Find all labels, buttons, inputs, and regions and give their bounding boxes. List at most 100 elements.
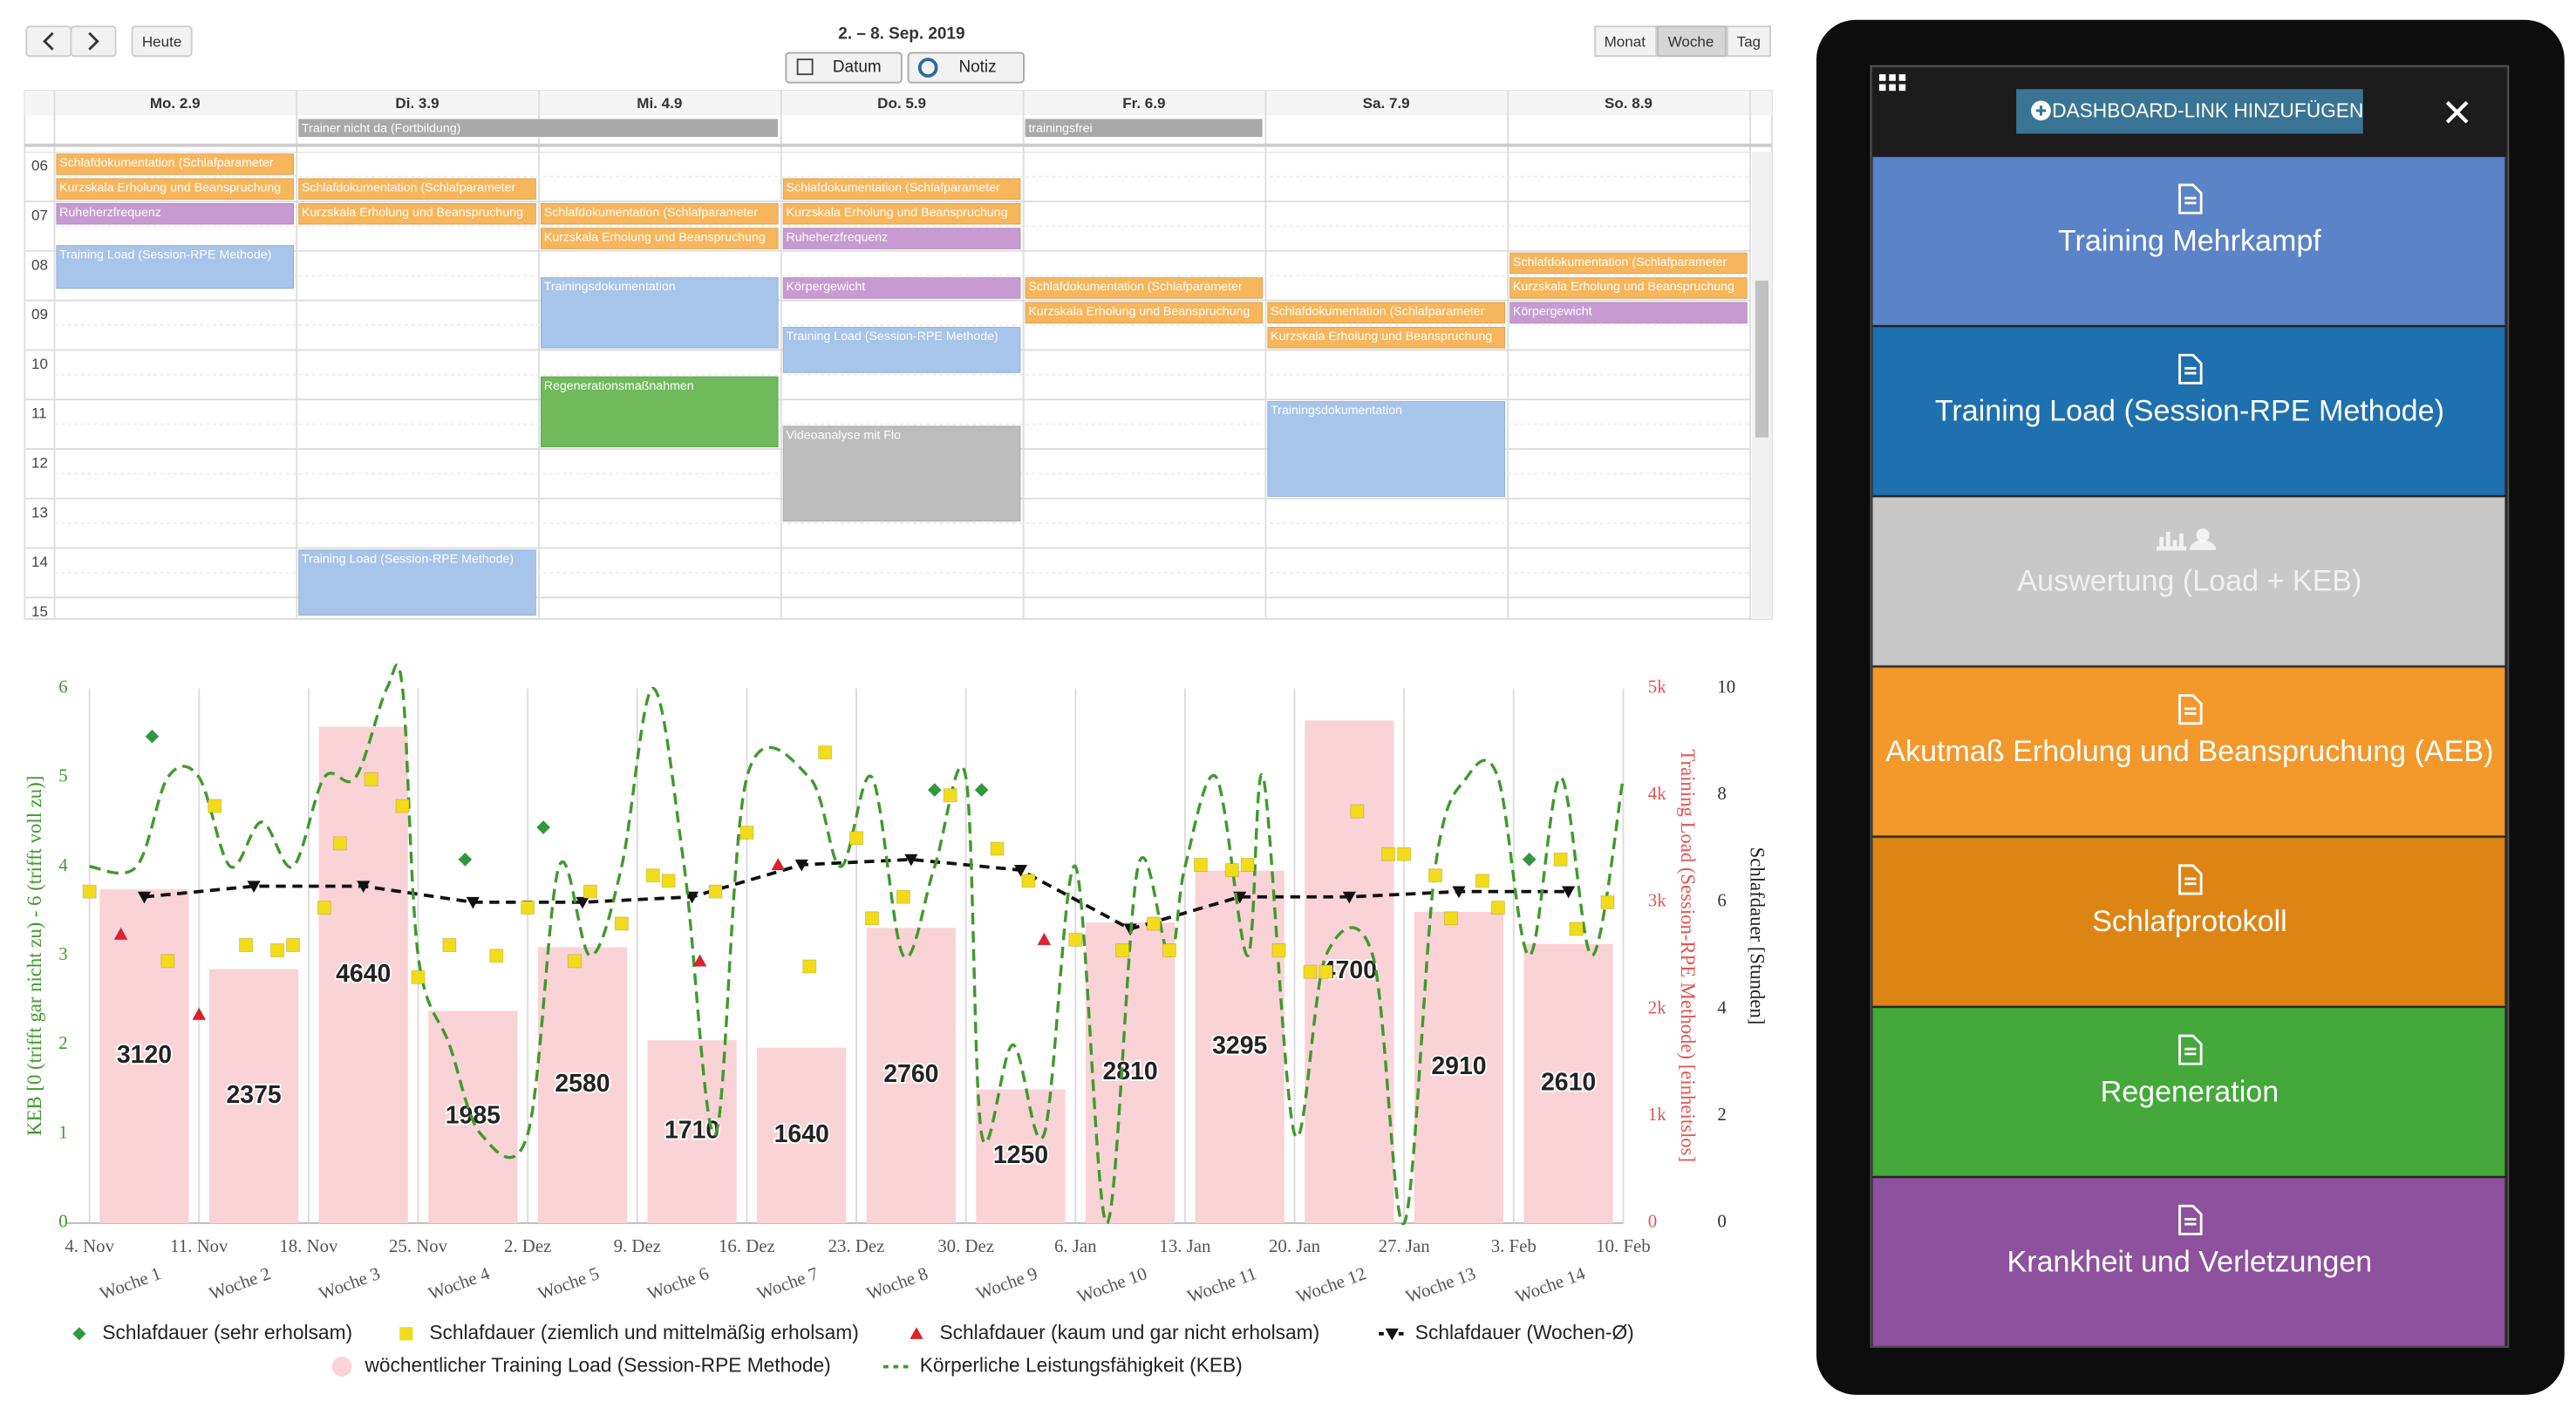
allday-event[interactable]: Trainer nicht da (Fortbildung) bbox=[298, 119, 779, 138]
tablet: DASHBOARD-LINK HINZUFÜGEN Training Mehrk… bbox=[1816, 19, 2565, 1395]
event-bg bbox=[56, 202, 295, 225]
event[interactable]: Kurzskala Erholung und Beanspruchung bbox=[1267, 326, 1506, 349]
event[interactable]: Schlafdokumentation (Schlafparameter bbox=[1025, 277, 1264, 299]
allday-event[interactable]: trainingsfrei bbox=[1025, 119, 1263, 138]
month-button[interactable] bbox=[1594, 25, 1658, 58]
scatter-point bbox=[1271, 943, 1286, 958]
line-marker bbox=[1452, 886, 1466, 899]
event-label: Kurzskala Erholung und Beanspruchung bbox=[1028, 305, 1250, 319]
line-marker bbox=[1013, 865, 1028, 877]
close-icon[interactable] bbox=[2445, 100, 2469, 124]
event[interactable]: Körpergewicht bbox=[782, 277, 1021, 299]
event-label: Kurzskala Erholung und Beanspruchung bbox=[787, 206, 1008, 220]
scatter-point bbox=[1381, 847, 1396, 861]
day-header: Fr. 6.9 bbox=[1122, 95, 1165, 112]
hour-label: 15 bbox=[31, 603, 48, 620]
event[interactable]: Trainingsdokumentation bbox=[540, 277, 779, 349]
legend-label[interactable]: Körperliche Leistungsfähigkeit (KEB) bbox=[920, 1354, 1243, 1377]
legend-marker bbox=[331, 1357, 352, 1377]
scatter-point bbox=[896, 889, 910, 904]
scatter-point bbox=[332, 836, 347, 851]
legend-label[interactable]: Schlafdauer (Wochen-Ø) bbox=[1415, 1321, 1634, 1343]
event[interactable]: Trainingsdokumentation bbox=[1267, 401, 1506, 497]
scrollbar-thumb[interactable] bbox=[1755, 280, 1769, 438]
allday-event-bg bbox=[1025, 119, 1263, 138]
scatter-point bbox=[1522, 852, 1537, 867]
line-marker bbox=[1562, 886, 1576, 899]
legend-label[interactable]: wöchentlicher Training Load (Session-RPE… bbox=[364, 1354, 830, 1377]
scatter-point bbox=[1115, 943, 1130, 958]
day-header: Do. 5.9 bbox=[877, 95, 926, 112]
people-icon bbox=[2196, 528, 2210, 542]
add-link-button[interactable] bbox=[2016, 89, 2363, 134]
y-tick-label: 1 bbox=[58, 1121, 67, 1142]
event-bg bbox=[298, 549, 536, 616]
event[interactable]: Körpergewicht bbox=[1509, 302, 1748, 324]
scatter-point bbox=[1428, 868, 1443, 883]
event[interactable]: Training Load (Session-RPE Methode) bbox=[56, 245, 295, 289]
event-bg bbox=[1025, 277, 1264, 299]
event[interactable]: Ruheherzfrequenz bbox=[56, 202, 295, 225]
scatter-point bbox=[614, 916, 629, 931]
day-button[interactable] bbox=[1726, 25, 1771, 58]
event[interactable]: Training Load (Session-RPE Methode) bbox=[298, 549, 536, 616]
day-header: Mi. 4.9 bbox=[637, 95, 682, 112]
event-bg bbox=[298, 178, 536, 201]
event[interactable]: Kurzskala Erholung und Beanspruchung bbox=[56, 178, 295, 201]
scatter-point bbox=[1490, 900, 1505, 915]
scatter-point bbox=[1397, 847, 1412, 861]
event[interactable]: Schlafdokumentation (Schlafparameter bbox=[1509, 252, 1748, 275]
event[interactable]: Regenerationsmaßnahmen bbox=[540, 376, 779, 448]
scatter-point bbox=[1162, 943, 1177, 958]
line-marker bbox=[247, 881, 261, 894]
tile-label: Akutmaß Erholung und Beanspruchung (AEB) bbox=[1885, 735, 2493, 768]
event[interactable]: Kurzskala Erholung und Beanspruchung bbox=[1025, 302, 1264, 324]
bar bbox=[1523, 943, 1613, 1223]
event[interactable]: Schlafdokumentation (Schlafparameter bbox=[298, 178, 536, 201]
event[interactable]: Kurzskala Erholung und Beanspruchung bbox=[298, 202, 536, 225]
y-tick-label: 4 bbox=[58, 854, 68, 875]
legend-label[interactable]: Schlafdauer (ziemlich und mittelmäßig er… bbox=[429, 1321, 858, 1343]
calendar-title: 2. – 8. Sep. 2019 bbox=[838, 25, 964, 44]
day-header: So. 8.9 bbox=[1605, 95, 1653, 112]
scatter-point bbox=[1319, 964, 1333, 979]
event[interactable]: Videoanalyse mit Flo bbox=[782, 425, 1021, 522]
week-label: Woche bbox=[1668, 34, 1714, 51]
legend-label[interactable]: Schlafdauer (sehr erholsam) bbox=[102, 1321, 352, 1343]
event-bg bbox=[1267, 326, 1506, 349]
next-icon bbox=[88, 31, 99, 51]
event[interactable]: Schlafdokumentation (Schlafparameter bbox=[540, 202, 779, 225]
legend-label[interactable]: Schlafdauer (kaum und gar nicht erholsam… bbox=[939, 1321, 1319, 1343]
week-button[interactable] bbox=[1657, 25, 1727, 58]
event-bg bbox=[782, 326, 1021, 373]
event-label: Körpergewicht bbox=[1513, 305, 1592, 319]
event[interactable]: Kurzskala Erholung und Beanspruchung bbox=[540, 228, 779, 249]
menu-icon[interactable] bbox=[1878, 74, 1906, 92]
next-button[interactable] bbox=[70, 25, 117, 58]
event-label: Trainingsdokumentation bbox=[544, 280, 676, 294]
prev-button[interactable] bbox=[25, 25, 72, 58]
today-button[interactable] bbox=[131, 25, 193, 58]
document-icon bbox=[2178, 1034, 2203, 1065]
event[interactable]: Ruheherzfrequenz bbox=[782, 228, 1021, 249]
event-bg bbox=[56, 245, 295, 289]
date-button[interactable] bbox=[785, 51, 903, 84]
event[interactable]: Kurzskala Erholung und Beanspruchung bbox=[1509, 277, 1748, 299]
tile[interactable] bbox=[1871, 496, 2506, 667]
event-label: Ruheherzfrequenz bbox=[787, 230, 889, 244]
event[interactable]: Schlafdokumentation (Schlafparameter bbox=[782, 178, 1021, 201]
x-tick-label: 20. Jan bbox=[1269, 1235, 1321, 1256]
event-bg bbox=[540, 202, 779, 225]
calendar-header bbox=[24, 91, 1772, 116]
event[interactable]: Kurzskala Erholung und Beanspruchung bbox=[782, 202, 1021, 225]
calendar-grid: Mo. 2.9 Di. 3.9 Mi. 4.9 Do. 5.9 Fr. 6.9 Sa. 7… bbox=[24, 90, 1773, 620]
x-tick-label: 3. Feb bbox=[1491, 1235, 1537, 1256]
y-tick-label: 3 bbox=[58, 943, 67, 964]
scatter-point bbox=[1224, 863, 1239, 878]
event[interactable]: Training Load (Session-RPE Methode) bbox=[782, 326, 1021, 373]
event-bg bbox=[782, 277, 1021, 299]
event[interactable]: Schlafdokumentation (Schlafparameter bbox=[1267, 302, 1506, 324]
event[interactable]: Schlafdokumentation (Schlafparameter bbox=[56, 153, 295, 175]
scatter-point bbox=[458, 852, 473, 867]
note-button[interactable] bbox=[907, 51, 1025, 84]
